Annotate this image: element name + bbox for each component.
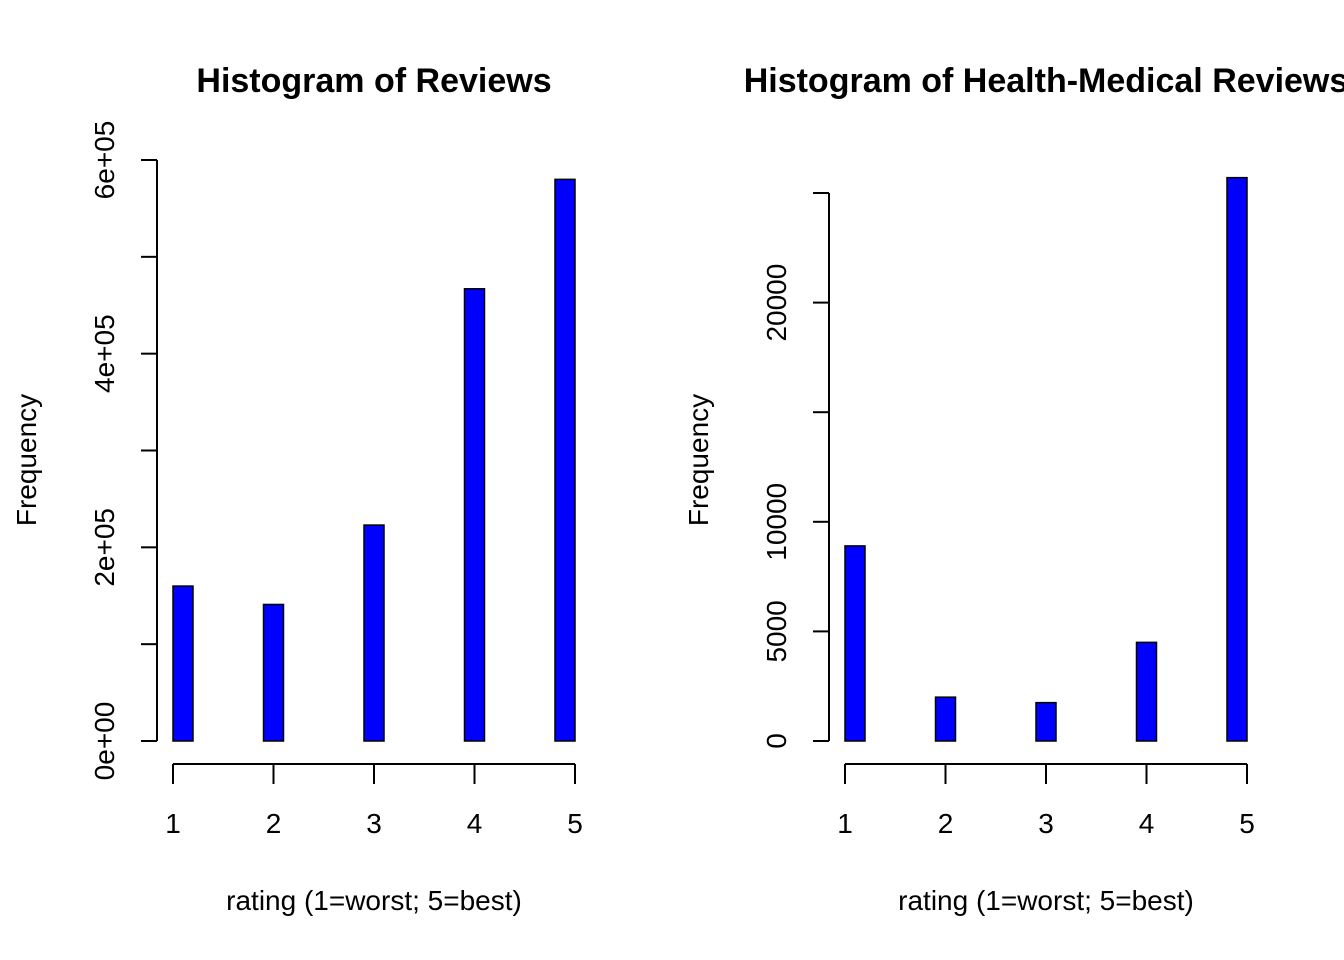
x-axis: 1 2 3 4 5	[837, 763, 1255, 839]
y-tick-label: 0e+00	[89, 702, 120, 781]
x-tick-label: 2	[938, 808, 954, 839]
x-tick-label: 5	[1239, 808, 1255, 839]
x-axis: 1 2 3 4 5	[165, 763, 583, 839]
x-tick-label: 1	[837, 808, 853, 839]
histogram-bar-rating-5	[1226, 176, 1248, 742]
chart-title: Histogram of Health-Medical Reviews	[744, 62, 1344, 100]
x-tick-label: 1	[165, 808, 181, 839]
x-tick-label: 4	[1139, 808, 1155, 839]
histogram-bar-rating-5	[554, 178, 576, 742]
histogram-bar-rating-4	[463, 288, 486, 742]
y-tick-label: 4e+05	[89, 314, 120, 393]
y-tick-label: 2e+05	[89, 508, 120, 587]
chart-panel-reviews: Histogram of Reviews rating (1=worst; 5=…	[11, 62, 583, 916]
x-axis-label: rating (1=worst; 5=best)	[898, 885, 1194, 916]
y-tick-label: 10000	[761, 483, 792, 561]
histogram-bar-rating-3	[363, 524, 385, 742]
histogram-bar-rating-2	[262, 603, 285, 742]
x-tick-label: 2	[266, 808, 282, 839]
chart-title: Histogram of Reviews	[196, 62, 551, 100]
y-axis: 0 5000 10000 20000	[761, 192, 830, 749]
x-axis-label: rating (1=worst; 5=best)	[226, 885, 522, 916]
y-tick-label: 0	[761, 733, 792, 749]
histogram-bar-rating-1	[172, 585, 194, 742]
histogram-bar-rating-2	[934, 696, 957, 742]
x-tick-label: 3	[1038, 808, 1054, 839]
y-axis-label: Frequency	[683, 394, 714, 526]
y-tick-label: 5000	[761, 600, 792, 662]
x-tick-label: 5	[567, 808, 583, 839]
y-tick-label: 6e+05	[89, 121, 120, 200]
histogram-bar-rating-1	[844, 545, 866, 742]
y-tick-label: 20000	[761, 264, 792, 342]
y-axis-label: Frequency	[11, 394, 42, 526]
histogram-bar-rating-4	[1135, 641, 1158, 742]
bars	[844, 176, 1248, 742]
y-axis: 0e+00 2e+05 4e+05 6e+05	[89, 121, 158, 781]
x-tick-label: 4	[467, 808, 483, 839]
chart-panel-health-medical: Histogram of Health-Medical Reviews rati…	[683, 62, 1344, 916]
bars	[172, 178, 576, 742]
histogram-bar-rating-3	[1035, 701, 1057, 742]
x-tick-label: 3	[366, 808, 382, 839]
